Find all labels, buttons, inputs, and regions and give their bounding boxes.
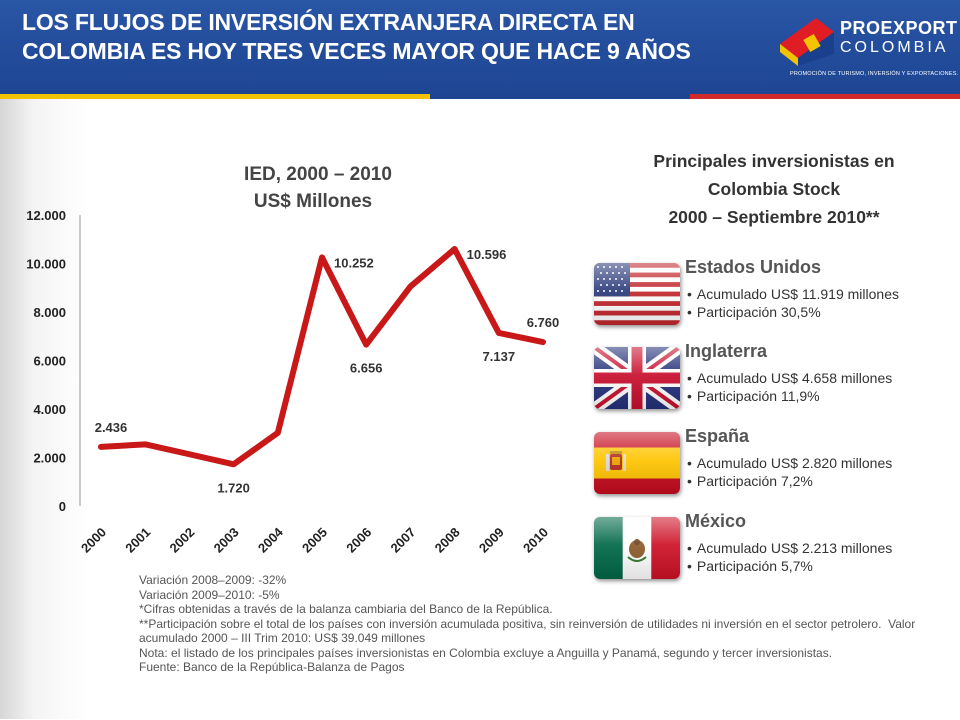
logo-country: COLOMBIA <box>840 39 949 56</box>
investor-uk: Inglaterra Acumulado US$ 4.658 millones … <box>594 341 944 411</box>
x-tick-label: 2001 <box>122 525 153 556</box>
investors-title-line-1: Principales inversionistas en <box>653 151 895 171</box>
data-label: 7.137 <box>483 349 516 364</box>
data-label: 2.436 <box>95 420 128 435</box>
investor-share: Participación 7,2% <box>687 472 892 490</box>
data-label: 1.720 <box>217 480 250 495</box>
investor-details: Acumulado US$ 2.213 millones Participaci… <box>687 539 892 575</box>
investor-name: México <box>685 511 747 531</box>
investor-share: Participación 30,5% <box>687 303 899 321</box>
page-title: LOS FLUJOS DE INVERSIÓN EXTRANJERA DIREC… <box>22 9 691 64</box>
uk-flag-icon <box>594 347 680 409</box>
data-label: 10.596 <box>467 247 507 262</box>
investor-share: Participación 11,9% <box>687 387 892 405</box>
investor-spain: España Acumulado US$ 2.820 millones Part… <box>594 426 944 496</box>
investor-accumulated: Acumulado US$ 2.213 millones <box>687 539 892 557</box>
x-tick-label: 2005 <box>299 525 330 556</box>
investor-name: Inglaterra <box>685 341 768 361</box>
x-tick-label: 2010 <box>520 525 551 556</box>
series-line <box>98 246 546 468</box>
note-line: *Cifras obtenidas a través de la balanza… <box>139 602 553 616</box>
x-tick-label: 2008 <box>432 525 463 556</box>
x-tick-label: 2002 <box>166 525 197 556</box>
note-line: Nota: el listado de los principales país… <box>139 645 833 660</box>
y-tick-label: 12.000 <box>26 208 66 223</box>
note-line: Variación 2008–2009: -32% <box>139 573 287 587</box>
chart-title-line-2: US$ Millones <box>254 191 372 212</box>
x-tick-label: 2003 <box>211 525 242 556</box>
y-tick-label: 4.000 <box>33 402 66 417</box>
header-stripe-red <box>690 94 960 99</box>
y-tick-label: 2.000 <box>33 451 66 466</box>
investor-details: Acumulado US$ 11.919 millones Participac… <box>687 285 899 321</box>
investor-name: España <box>685 426 750 446</box>
y-tick-label: 0 <box>59 499 66 514</box>
chart-title-line-1: IED, 2000 – 2010 <box>244 164 392 185</box>
investors-title-line-3: 2000 – Septiembre 2010** <box>668 207 880 227</box>
investor-details: Acumulado US$ 4.658 millones Participaci… <box>687 369 892 405</box>
x-tick-label: 2009 <box>476 525 507 556</box>
logo-tagline: PROMOCIÓN DE TURISMO, INVERSIÓN Y EXPORT… <box>790 71 959 77</box>
header-stripe-blue <box>430 94 690 99</box>
investor-usa: Estados Unidos Acumulado US$ 11.919 mill… <box>594 257 944 327</box>
mexico-flag-icon <box>594 517 680 579</box>
usa-flag-icon <box>594 263 680 325</box>
note-line: Variación 2009–2010: -5% <box>139 587 280 602</box>
x-tick-label: 2000 <box>78 525 109 556</box>
y-tick-label: 10.000 <box>26 257 66 272</box>
investor-share: Participación 5,7% <box>687 557 892 575</box>
investor-name: Estados Unidos <box>685 257 822 277</box>
header-stripe-yellow <box>0 94 430 99</box>
y-tick-label: 8.000 <box>33 305 66 320</box>
proexport-logo: PROEXPORT COLOMBIA PROMOCIÓN DE TURISMO,… <box>776 14 958 86</box>
proexport-logo-icon <box>780 18 834 66</box>
investor-accumulated: Acumulado US$ 11.919 millones <box>687 285 899 303</box>
investors-title-line-2: Colombia Stock <box>707 179 841 199</box>
x-tick-label: 2006 <box>343 525 374 556</box>
investor-details: Acumulado US$ 2.820 millones Participaci… <box>687 454 892 490</box>
data-label: 6.656 <box>350 361 383 376</box>
investor-accumulated: Acumulado US$ 4.658 millones <box>687 369 892 387</box>
y-tick-label: 6.000 <box>33 354 66 369</box>
data-label: 6.760 <box>527 315 560 330</box>
note-line: Fuente: Banco de la República-Balanza de… <box>139 660 405 674</box>
x-tick-label: 2004 <box>255 524 287 556</box>
investors-title: Principales inversionistas en Colombia S… <box>600 147 948 231</box>
investor-accumulated: Acumulado US$ 2.820 millones <box>687 454 892 472</box>
logo-name: PROEXPORT <box>840 18 958 38</box>
investor-mexico: México Acumulado US$ 2.213 millones Part… <box>594 511 944 581</box>
x-tick-label: 2007 <box>387 525 418 556</box>
data-label: 10.252 <box>334 255 374 270</box>
spain-flag-icon <box>594 432 680 494</box>
note-line: **Participación sobre el total de los pa… <box>139 616 922 646</box>
fdi-line-chart: IED, 2000 – 2010 US$ Millones 0 2.000 4.00… <box>26 164 560 556</box>
chart-notes: Variación 2008–2009: -32% Variación 2009… <box>139 573 919 675</box>
